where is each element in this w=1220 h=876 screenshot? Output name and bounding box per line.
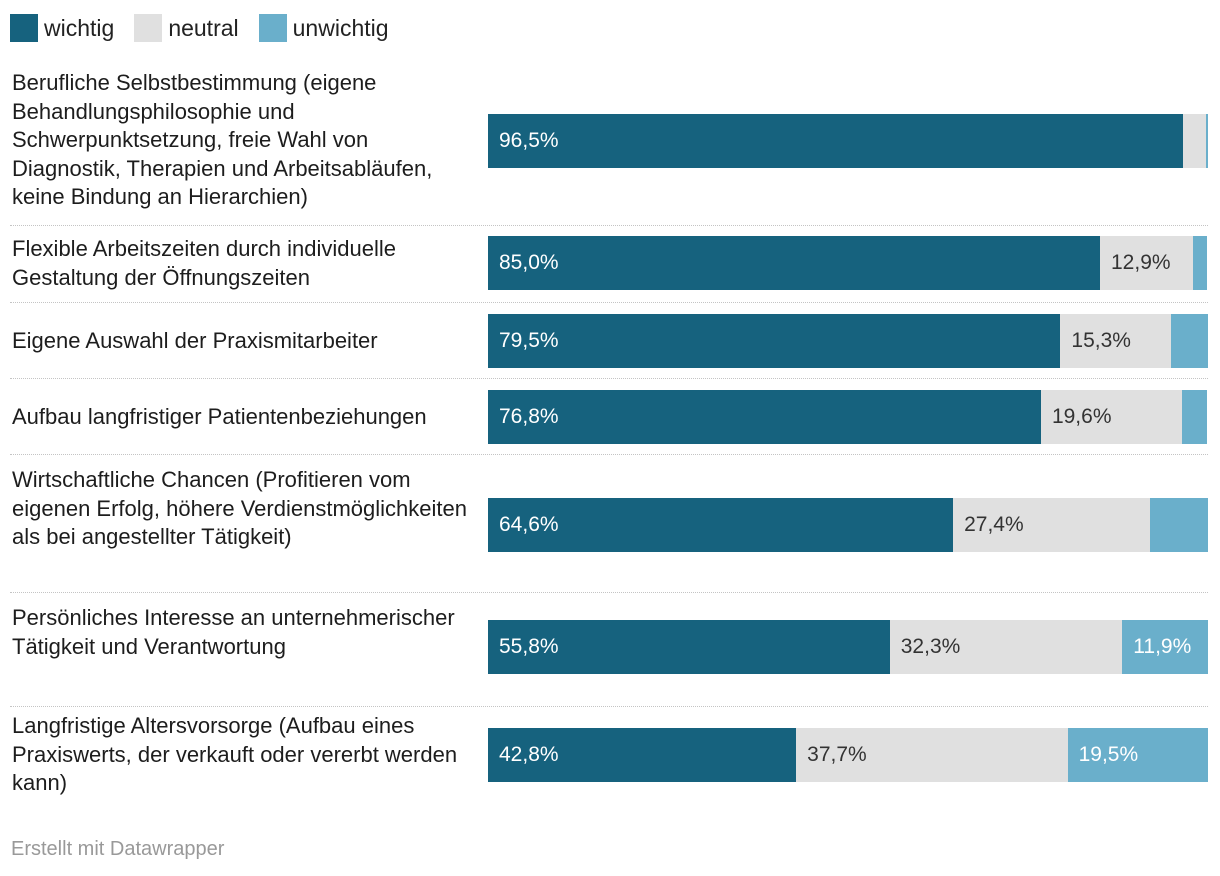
footer-credit: Erstellt mit Datawrapper	[11, 838, 225, 860]
data-label-neutral: 32,3%	[900, 635, 961, 658]
bar-segment-unwichtig	[1170, 314, 1208, 368]
row-separator	[10, 592, 1208, 593]
data-label-neutral: 27,4%	[964, 513, 1024, 536]
bar-segment-unwichtig: 11,9%	[1122, 620, 1208, 674]
data-label-neutral: 15,3%	[1071, 329, 1131, 352]
bar-segment-unwichtig	[1150, 498, 1208, 552]
data-label-neutral: 37,7%	[807, 743, 867, 766]
row-separator	[10, 706, 1208, 707]
category-label: Langfristige Altersvorsorge (Aufbau eine…	[12, 713, 458, 795]
bar-segment-wichtig: 85,0%	[488, 236, 1100, 290]
category-label: Eigene Auswahl der Praxismitarbeiter	[12, 328, 378, 353]
bar-segment-unwichtig: 19,5%	[1067, 728, 1208, 782]
row-separator	[10, 302, 1208, 303]
bar-row: 64,6% 27,4%	[488, 498, 1208, 552]
legend-item-neutral: neutral	[134, 14, 239, 42]
legend-item-unwichtig: unwichtig	[258, 14, 389, 42]
data-label-unwichtig: 11,9%	[1133, 635, 1192, 658]
row-separator	[10, 378, 1208, 379]
category-label: Flexible Arbeitszeiten durch individuell…	[12, 236, 396, 290]
bar-segment-neutral: 15,3%	[1060, 314, 1171, 368]
bar-row: 55,8% 32,3% 11,9%	[488, 620, 1208, 674]
legend-swatch-neutral	[134, 14, 163, 42]
data-label-wichtig: 96,5%	[499, 129, 559, 152]
data-label-unwichtig: 19,5%	[1078, 743, 1139, 766]
legend-item-wichtig: wichtig	[10, 14, 114, 42]
bar-row: 42,8% 37,7% 19,5%	[488, 728, 1208, 782]
bar-segment-wichtig: 76,8%	[488, 390, 1041, 444]
legend-swatch-wichtig	[10, 14, 38, 42]
bar-segment-wichtig: 42,8%	[488, 728, 797, 782]
bar-segment-neutral: 12,9%	[1100, 236, 1193, 290]
bar-segment-wichtig: 55,8%	[488, 620, 890, 674]
bar-row: 96,5%	[488, 114, 1208, 168]
data-label-wichtig: 42,8%	[499, 743, 559, 766]
bar-segment-neutral	[1182, 114, 1206, 168]
bar-segment-unwichtig	[1192, 236, 1207, 290]
category-label: Berufliche Selbstbestimmung (eigene Beha…	[12, 70, 433, 209]
bar-segment-wichtig: 96,5%	[488, 114, 1183, 168]
bar-segment-neutral: 32,3%	[889, 620, 1123, 674]
legend-label-wichtig: wichtig	[44, 14, 115, 41]
bar-segment-neutral: 19,6%	[1040, 390, 1183, 444]
bar-segment-wichtig: 64,6%	[488, 498, 954, 552]
category-label: Aufbau langfristiger Patientenbeziehunge…	[12, 404, 427, 429]
bar-segment-unwichtig	[1182, 390, 1208, 444]
bar-segment-wichtig: 79,5%	[488, 314, 1061, 368]
category-label: Persönliches Interesse an unternehmerisc…	[12, 605, 455, 659]
legend-label-neutral: neutral	[168, 14, 239, 41]
category-label: Wirtschaftliche Chancen (Profitieren vom…	[12, 467, 467, 549]
row-separator	[10, 454, 1208, 455]
bar-segment-unwichtig	[1205, 114, 1208, 168]
bar-segment-neutral: 27,4%	[953, 498, 1151, 552]
data-label-wichtig: 55,8%	[499, 635, 559, 658]
data-label-neutral: 12,9%	[1111, 251, 1171, 274]
data-label-wichtig: 79,5%	[499, 329, 559, 352]
data-label-wichtig: 85,0%	[499, 251, 559, 274]
bar-row: 79,5% 15,3%	[488, 314, 1208, 368]
data-label-wichtig: 64,6%	[499, 513, 559, 536]
bar-row: 76,8% 19,6%	[488, 390, 1208, 444]
bar-row: 85,0% 12,9%	[488, 236, 1208, 290]
bar-segment-neutral: 37,7%	[796, 728, 1068, 782]
legend: wichtig neutral unwichtig	[10, 12, 409, 44]
data-label-neutral: 19,6%	[1051, 405, 1112, 428]
legend-label-unwichtig: unwichtig	[292, 14, 389, 41]
data-label-wichtig: 76,8%	[499, 405, 559, 428]
legend-swatch-unwichtig	[258, 14, 287, 42]
row-separator	[10, 225, 1208, 226]
